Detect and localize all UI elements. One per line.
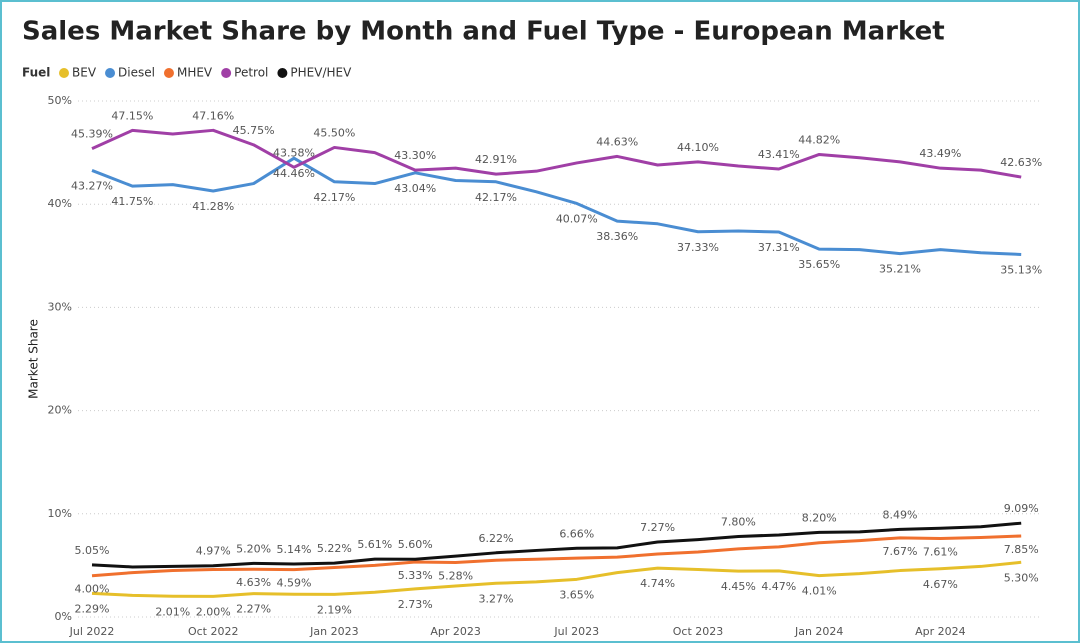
data-label: 5.60% xyxy=(398,538,433,551)
data-label: 2.29% xyxy=(75,602,110,615)
data-label: 8.20% xyxy=(802,511,837,524)
x-tick-label: Jul 2023 xyxy=(553,625,599,638)
data-label: 5.33% xyxy=(398,569,433,582)
series-line xyxy=(91,534,1022,578)
data-label: 2.73% xyxy=(398,598,433,611)
data-label: 5.22% xyxy=(317,542,352,555)
data-label: 6.22% xyxy=(479,532,514,545)
x-tick-label: Oct 2023 xyxy=(673,625,724,638)
data-label: 4.45% xyxy=(721,580,756,593)
data-label: 44.10% xyxy=(677,141,719,154)
y-tick-label: 30% xyxy=(48,300,72,313)
data-label: 4.74% xyxy=(640,577,675,590)
series-line xyxy=(91,560,1022,598)
series-line xyxy=(91,521,1022,569)
legend-label: PHEV/HEV xyxy=(290,66,352,80)
data-label: 7.27% xyxy=(640,521,675,534)
data-label: 4.00% xyxy=(75,583,110,596)
series-line xyxy=(91,156,1022,256)
data-label: 4.01% xyxy=(802,585,837,598)
x-tick-label: Jan 2024 xyxy=(794,625,843,638)
data-label: 43.41% xyxy=(758,148,800,161)
y-tick-label: 50% xyxy=(48,94,72,107)
data-label: 45.50% xyxy=(313,126,355,139)
legend-label: BEV xyxy=(72,66,97,80)
data-label: 43.04% xyxy=(394,182,436,195)
data-label: 9.09% xyxy=(1004,502,1039,515)
data-label: 4.47% xyxy=(761,580,796,593)
data-label: 44.82% xyxy=(798,133,840,146)
data-label: 4.59% xyxy=(277,577,312,590)
data-label: 8.49% xyxy=(883,508,918,521)
y-tick-label: 10% xyxy=(48,507,72,520)
data-label: 38.36% xyxy=(596,230,638,243)
chart-title: Sales Market Share by Month and Fuel Typ… xyxy=(22,17,945,47)
data-label: 45.75% xyxy=(233,124,275,137)
legend-marker xyxy=(105,68,116,78)
data-label: 42.63% xyxy=(1000,156,1042,169)
data-label: 7.61% xyxy=(923,545,958,558)
legend-label: MHEV xyxy=(177,66,213,80)
legend-label: Petrol xyxy=(234,66,268,80)
data-label: 41.75% xyxy=(111,195,153,208)
data-label: 42.17% xyxy=(313,191,355,204)
x-tick-label: Apr 2023 xyxy=(430,625,481,638)
data-label: 4.67% xyxy=(923,578,958,591)
y-tick-label: 40% xyxy=(48,197,72,210)
x-tick-label: Jul 2022 xyxy=(69,625,115,638)
legend-title: Fuel xyxy=(22,66,50,80)
y-axis-label: Market Share xyxy=(27,319,41,399)
data-label: 4.97% xyxy=(196,545,231,558)
data-label: 43.49% xyxy=(919,147,961,160)
x-tick-label: Oct 2022 xyxy=(188,625,239,638)
data-label: 43.30% xyxy=(394,149,436,162)
data-label: 41.28% xyxy=(192,200,234,213)
data-label: 5.61% xyxy=(357,538,392,551)
legend-marker xyxy=(59,68,69,78)
data-label: 37.33% xyxy=(677,241,719,254)
series-line xyxy=(91,128,1022,179)
data-label: 45.39% xyxy=(71,128,113,141)
legend-marker xyxy=(221,68,232,78)
data-label: 44.46% xyxy=(273,167,315,180)
data-label: 2.01% xyxy=(155,605,190,618)
data-label: 43.58% xyxy=(273,146,315,159)
data-label: 5.05% xyxy=(75,544,110,557)
data-label: 7.80% xyxy=(721,516,756,529)
data-label: 5.28% xyxy=(438,570,473,583)
legend-label: Diesel xyxy=(118,66,155,80)
data-label: 40.07% xyxy=(556,212,598,225)
data-label: 5.30% xyxy=(1004,571,1039,584)
data-label: 35.65% xyxy=(798,258,840,271)
data-label: 43.27% xyxy=(71,179,113,192)
x-tick-label: Apr 2024 xyxy=(915,625,966,638)
data-label: 4.63% xyxy=(236,576,271,589)
data-label: 2.00% xyxy=(196,605,231,618)
y-tick-label: 0% xyxy=(55,610,72,623)
data-label: 5.14% xyxy=(277,543,312,556)
data-label: 35.13% xyxy=(1000,263,1042,276)
data-label: 6.66% xyxy=(559,527,594,540)
data-label: 42.17% xyxy=(475,191,517,204)
legend-marker xyxy=(163,68,174,78)
x-tick-label: Jan 2023 xyxy=(309,625,358,638)
data-label: 3.65% xyxy=(559,588,594,601)
data-label: 7.67% xyxy=(883,545,918,558)
data-label: 47.15% xyxy=(111,109,153,122)
data-label: 3.27% xyxy=(479,592,514,605)
data-label: 5.20% xyxy=(236,542,271,555)
data-label: 42.91% xyxy=(475,153,517,166)
data-label: 37.31% xyxy=(758,241,800,254)
data-label: 2.19% xyxy=(317,603,352,616)
data-label: 7.85% xyxy=(1004,543,1039,556)
data-label: 47.16% xyxy=(192,109,234,122)
y-tick-label: 20% xyxy=(48,404,72,417)
data-label: 44.63% xyxy=(596,135,638,148)
data-label: 35.21% xyxy=(879,263,921,276)
legend-marker xyxy=(277,68,288,78)
data-label: 2.27% xyxy=(236,603,271,616)
